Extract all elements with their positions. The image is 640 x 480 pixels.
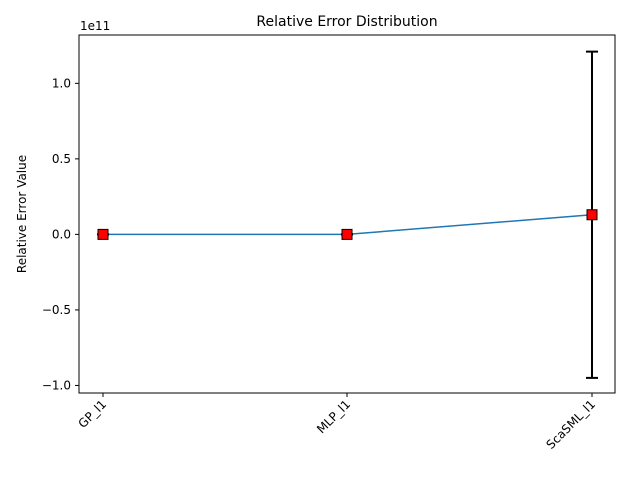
y-tick-label: −0.5 bbox=[42, 303, 71, 317]
y-axis-label: Relative Error Value bbox=[15, 155, 29, 273]
y-tick-label: 0.5 bbox=[52, 152, 71, 166]
y-tick-label: 1.0 bbox=[52, 76, 71, 90]
data-point bbox=[341, 228, 353, 240]
data-point bbox=[586, 209, 598, 221]
y-tick-label: −1.0 bbox=[42, 378, 71, 392]
plot-area: −1.0 −0.5 0.0 0.5 1.0 GP_l1 MLP_l1 ScaSML_l1 bbox=[42, 50, 599, 452]
x-tick-label: MLP_l1 bbox=[314, 397, 353, 436]
y-offset-label: 1e11 bbox=[80, 19, 110, 33]
chart-title: Relative Error Distribution bbox=[256, 14, 437, 30]
x-tick-label: ScaSML_l1 bbox=[544, 397, 599, 452]
y-tick-label: 0.0 bbox=[52, 227, 71, 241]
data-point bbox=[97, 228, 109, 240]
axes-frame bbox=[78, 34, 616, 394]
x-tick-label: GP_l1 bbox=[76, 397, 110, 431]
